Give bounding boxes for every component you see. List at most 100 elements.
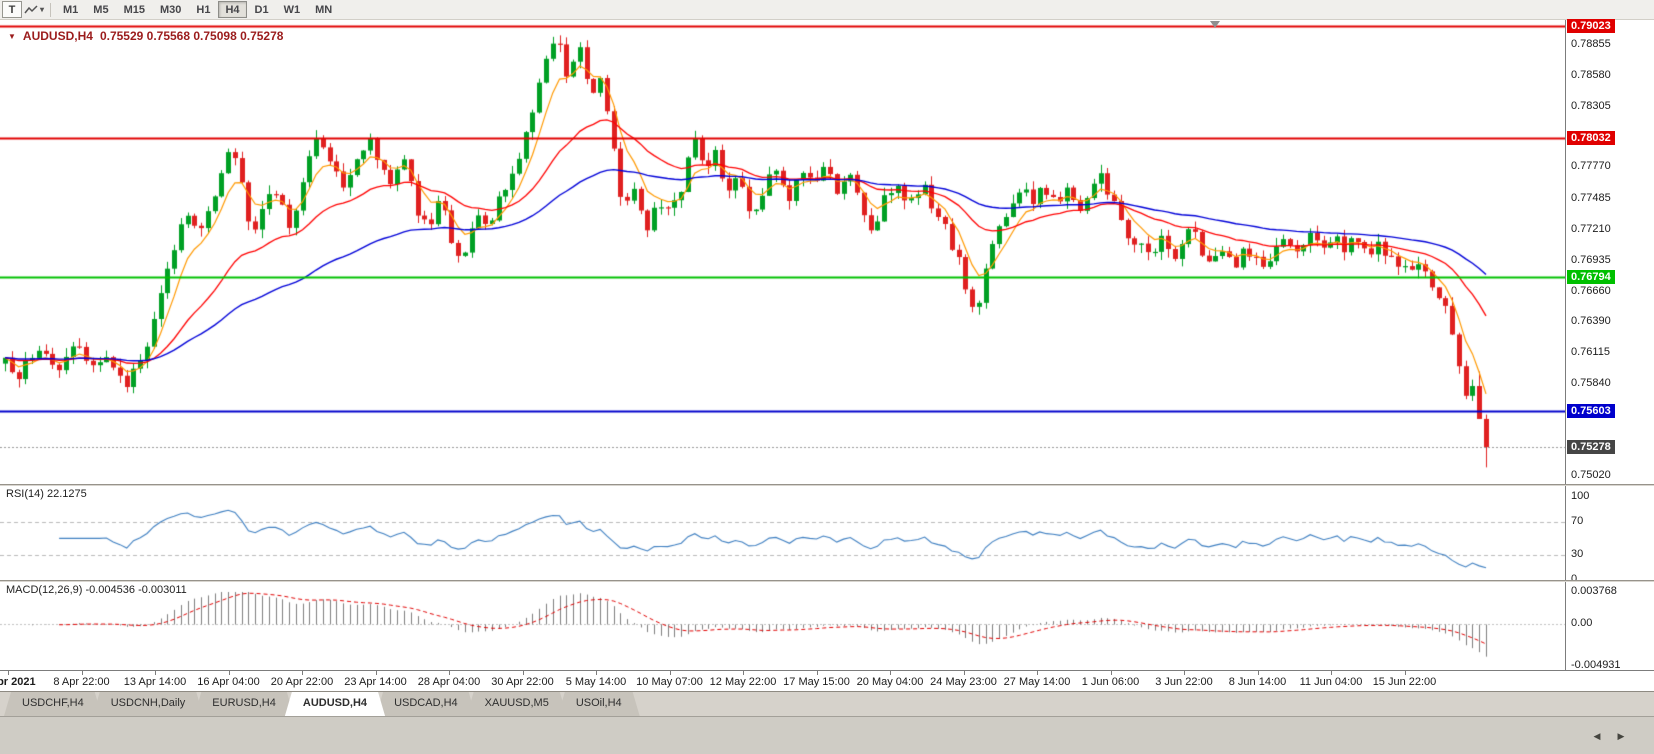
pane-divider-macd[interactable] bbox=[0, 580, 1654, 582]
chart-region: ▼ AUDUSD,H4 0.75529 0.75568 0.75098 0.75… bbox=[0, 19, 1654, 691]
chart-tab-usdcnh-daily[interactable]: USDCNH,Daily bbox=[93, 692, 204, 716]
time-axis-label: 5 May 14:00 bbox=[565, 676, 627, 688]
chart-tab-audusd-h4[interactable]: AUDUSD,H4 bbox=[285, 692, 385, 716]
time-axis-label: 20 May 04:00 bbox=[856, 676, 924, 688]
rsi-tick-label: 70 bbox=[1571, 514, 1584, 527]
macd-tick-label: 0.003768 bbox=[1571, 585, 1617, 597]
time-axis-tick bbox=[155, 671, 156, 675]
time-axis-tick bbox=[596, 671, 597, 675]
macd-indicator-label: MACD(12,26,9) -0.004536 -0.003011 bbox=[6, 584, 187, 596]
line-study-icon bbox=[24, 4, 38, 16]
time-axis-label: 12 May 22:00 bbox=[709, 676, 777, 688]
time-axis-tick bbox=[816, 671, 818, 675]
timeframe-button-m15[interactable]: M15 bbox=[117, 1, 152, 18]
text-tool-button[interactable]: T bbox=[2, 1, 22, 18]
chart-title: ▼ AUDUSD,H4 0.75529 0.75568 0.75098 0.75… bbox=[8, 29, 283, 43]
chart-symbol-label: AUDUSD,H4 bbox=[22, 29, 93, 43]
time-axis-tick bbox=[890, 671, 891, 675]
price-level-label-0-79023: 0.79023 bbox=[1567, 19, 1615, 34]
time-axis-label: 28 Apr 04:00 bbox=[417, 676, 481, 688]
price-level-label-0-78032: 0.78032 bbox=[1567, 130, 1615, 145]
price-tick-label: 0.76935 bbox=[1571, 253, 1611, 266]
time-axis-tick bbox=[81, 671, 83, 675]
price-tick-label: 0.76660 bbox=[1571, 284, 1611, 297]
chart-tab-xauusd-m5[interactable]: XAUUSD,M5 bbox=[467, 692, 567, 716]
time-axis-tick bbox=[1404, 671, 1406, 675]
time-axis-tick bbox=[1331, 671, 1332, 675]
line-studies-dropdown-button[interactable]: ▾ bbox=[23, 1, 45, 18]
price-tick-label: 0.78855 bbox=[1571, 38, 1611, 51]
time-axis-label: 6 Apr 2021 bbox=[0, 676, 36, 688]
time-axis-label: 20 Apr 22:00 bbox=[270, 676, 334, 688]
tab-scroll-right-button[interactable]: ▶ bbox=[1617, 730, 1625, 741]
chevron-down-icon: ▾ bbox=[40, 5, 45, 14]
pane-divider-rsi[interactable] bbox=[0, 484, 1654, 486]
time-axis-tick bbox=[669, 671, 671, 675]
price-pane: ▼ AUDUSD,H4 0.75529 0.75568 0.75098 0.75… bbox=[0, 20, 1565, 484]
price-level-label-0-76794: 0.76794 bbox=[1567, 269, 1615, 284]
time-axis-tick bbox=[1110, 671, 1112, 675]
timeframe-button-h4[interactable]: H4 bbox=[218, 1, 247, 18]
chart-tab-eurusd-h4[interactable]: EURUSD,H4 bbox=[194, 692, 294, 716]
timeframe-button-w1[interactable]: W1 bbox=[277, 1, 308, 18]
timeframe-button-m5[interactable]: M5 bbox=[86, 1, 115, 18]
time-axis-label: 8 Jun 14:00 bbox=[1228, 676, 1287, 688]
timeframe-button-mn[interactable]: MN bbox=[308, 1, 339, 18]
time-axis-tick bbox=[1257, 671, 1259, 675]
timeframe-button-m30[interactable]: M30 bbox=[153, 1, 188, 18]
time-axis-tick bbox=[8, 671, 9, 675]
price-tick-label: 0.78305 bbox=[1571, 100, 1611, 113]
rsi-tick-label: 30 bbox=[1571, 548, 1584, 561]
time-axis-label: 3 Jun 22:00 bbox=[1155, 676, 1213, 688]
time-axis-label: 10 May 07:00 bbox=[636, 676, 703, 688]
price-tick-label: 0.75020 bbox=[1571, 469, 1611, 482]
time-axis-label: 13 Apr 14:00 bbox=[123, 676, 187, 688]
time-axis-label: 15 Jun 22:00 bbox=[1372, 676, 1437, 688]
price-tick-label: 0.76390 bbox=[1571, 315, 1611, 328]
time-axis-label: 23 Apr 14:00 bbox=[344, 676, 407, 688]
rsi-tick-label: 100 bbox=[1571, 489, 1590, 502]
time-axis-tick bbox=[1037, 671, 1038, 675]
time-axis-label: 11 Jun 04:00 bbox=[1299, 676, 1363, 688]
timeframe-button-m1[interactable]: M1 bbox=[56, 1, 85, 18]
time-axis-label: 1 Jun 06:00 bbox=[1081, 676, 1140, 688]
chart-tab-bar: USDCHF,H4 USDCNH,Daily EURUSD,H4 AUDUSD,H4 U… bbox=[0, 691, 1654, 716]
macd-tick-label: -0.004931 bbox=[1571, 659, 1621, 671]
time-axis-tick bbox=[743, 671, 744, 675]
chart-tab-usdchf-h4[interactable]: USDCHF,H4 bbox=[4, 692, 102, 716]
macd-chart-canvas[interactable] bbox=[0, 582, 1565, 670]
chart-shift-marker[interactable] bbox=[1210, 21, 1220, 28]
timeframe-button-d1[interactable]: D1 bbox=[248, 1, 276, 18]
time-axis-label: 24 May 23:00 bbox=[930, 676, 997, 688]
timeframe-button-h1[interactable]: H1 bbox=[189, 1, 217, 18]
time-axis-label: 17 May 15:00 bbox=[783, 676, 850, 688]
chart-tab-usoil-h4[interactable]: USOil,H4 bbox=[558, 692, 640, 716]
price-chart-canvas[interactable] bbox=[0, 20, 1565, 484]
rsi-chart-canvas[interactable] bbox=[0, 486, 1565, 580]
top-toolbar: T ▾ M1 M5 M15 M30 H1 H4 D1 W1 MN bbox=[0, 0, 1654, 20]
rsi-tick-label: 0 bbox=[1571, 573, 1578, 585]
time-axis[interactable]: 6 Apr 2021 8 Apr 22:00 13 Apr 14:00 16 Apr … bbox=[0, 670, 1654, 691]
price-tick-label: 0.77485 bbox=[1571, 192, 1611, 205]
price-axis[interactable]: 0.78855 0.78580 0.78305 0.77770 0.77485 0.772… bbox=[1565, 19, 1654, 671]
time-axis-label: 30 Apr 22:00 bbox=[491, 676, 554, 688]
price-tick-label: 0.78580 bbox=[1571, 69, 1611, 82]
bottom-strip: ◀ ▶ bbox=[0, 716, 1654, 754]
time-axis-tick bbox=[375, 671, 377, 675]
tab-scroll-left-button[interactable]: ◀ bbox=[1593, 730, 1601, 741]
macd-tick-label: 0.00 bbox=[1571, 617, 1593, 630]
time-axis-tick bbox=[1184, 671, 1185, 675]
price-level-label-0-75278: 0.75278 bbox=[1567, 440, 1615, 455]
timeframe-group: M1 M5 M15 M30 H1 H4 D1 W1 MN bbox=[56, 1, 339, 18]
time-axis-label: 16 Apr 04:00 bbox=[197, 676, 260, 688]
price-tick-label: 0.77770 bbox=[1571, 160, 1611, 173]
price-tick-label: 0.76115 bbox=[1571, 346, 1610, 359]
time-axis-tick bbox=[228, 671, 230, 675]
time-axis-tick bbox=[963, 671, 965, 675]
price-tick-label: 0.77210 bbox=[1571, 223, 1611, 236]
rsi-indicator-label: RSI(14) 22.1275 bbox=[6, 488, 87, 500]
chart-tab-usdcad-h4[interactable]: USDCAD,H4 bbox=[376, 692, 476, 716]
time-axis-label: 8 Apr 22:00 bbox=[53, 676, 110, 688]
time-axis-tick bbox=[302, 671, 303, 675]
